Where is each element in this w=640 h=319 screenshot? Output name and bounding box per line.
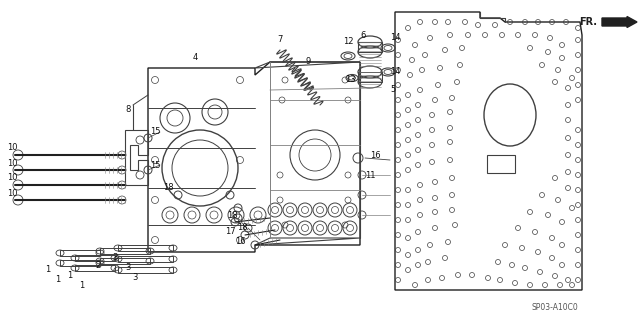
Text: 14: 14 bbox=[390, 33, 400, 42]
Bar bbox=[100, 248, 150, 254]
Text: 7: 7 bbox=[277, 35, 283, 44]
Text: 10: 10 bbox=[7, 189, 17, 197]
Text: 3: 3 bbox=[112, 254, 118, 263]
Text: 14: 14 bbox=[390, 68, 400, 77]
Text: 18: 18 bbox=[237, 224, 247, 233]
Bar bbox=[60, 250, 100, 256]
Text: SP03-A10C0: SP03-A10C0 bbox=[532, 303, 579, 313]
Text: 3: 3 bbox=[132, 273, 138, 283]
Text: 18: 18 bbox=[227, 211, 237, 219]
Text: 1: 1 bbox=[45, 265, 51, 275]
Text: 16: 16 bbox=[370, 151, 380, 160]
Bar bbox=[118, 267, 173, 273]
Bar bbox=[358, 42, 382, 52]
Bar bbox=[100, 258, 150, 264]
Bar bbox=[118, 245, 173, 251]
Text: 10: 10 bbox=[7, 159, 17, 167]
Bar bbox=[487, 155, 515, 173]
Text: 4: 4 bbox=[193, 54, 198, 63]
Text: 10: 10 bbox=[7, 144, 17, 152]
Bar bbox=[60, 260, 100, 266]
Text: 3: 3 bbox=[125, 263, 131, 272]
Text: 1: 1 bbox=[79, 280, 84, 290]
Text: 10: 10 bbox=[7, 174, 17, 182]
Text: 16: 16 bbox=[235, 238, 245, 247]
Text: 5: 5 bbox=[390, 85, 396, 94]
Text: 1: 1 bbox=[67, 271, 72, 279]
Text: 11: 11 bbox=[365, 170, 375, 180]
Bar bbox=[118, 256, 173, 262]
Text: 8: 8 bbox=[125, 106, 131, 115]
Text: 1: 1 bbox=[56, 276, 61, 285]
Text: FR.: FR. bbox=[579, 17, 597, 27]
Text: 2: 2 bbox=[95, 261, 100, 270]
Bar bbox=[358, 72, 382, 82]
FancyArrow shape bbox=[602, 17, 637, 27]
Text: 9: 9 bbox=[305, 57, 310, 66]
Text: 12: 12 bbox=[343, 38, 353, 47]
Text: 17: 17 bbox=[225, 227, 236, 236]
Text: 15: 15 bbox=[150, 160, 160, 169]
Text: 13: 13 bbox=[345, 76, 355, 85]
Text: 6: 6 bbox=[360, 31, 365, 40]
Bar bbox=[75, 255, 115, 261]
Text: 15: 15 bbox=[150, 128, 160, 137]
Text: 18: 18 bbox=[163, 183, 173, 192]
Bar bbox=[75, 265, 115, 271]
